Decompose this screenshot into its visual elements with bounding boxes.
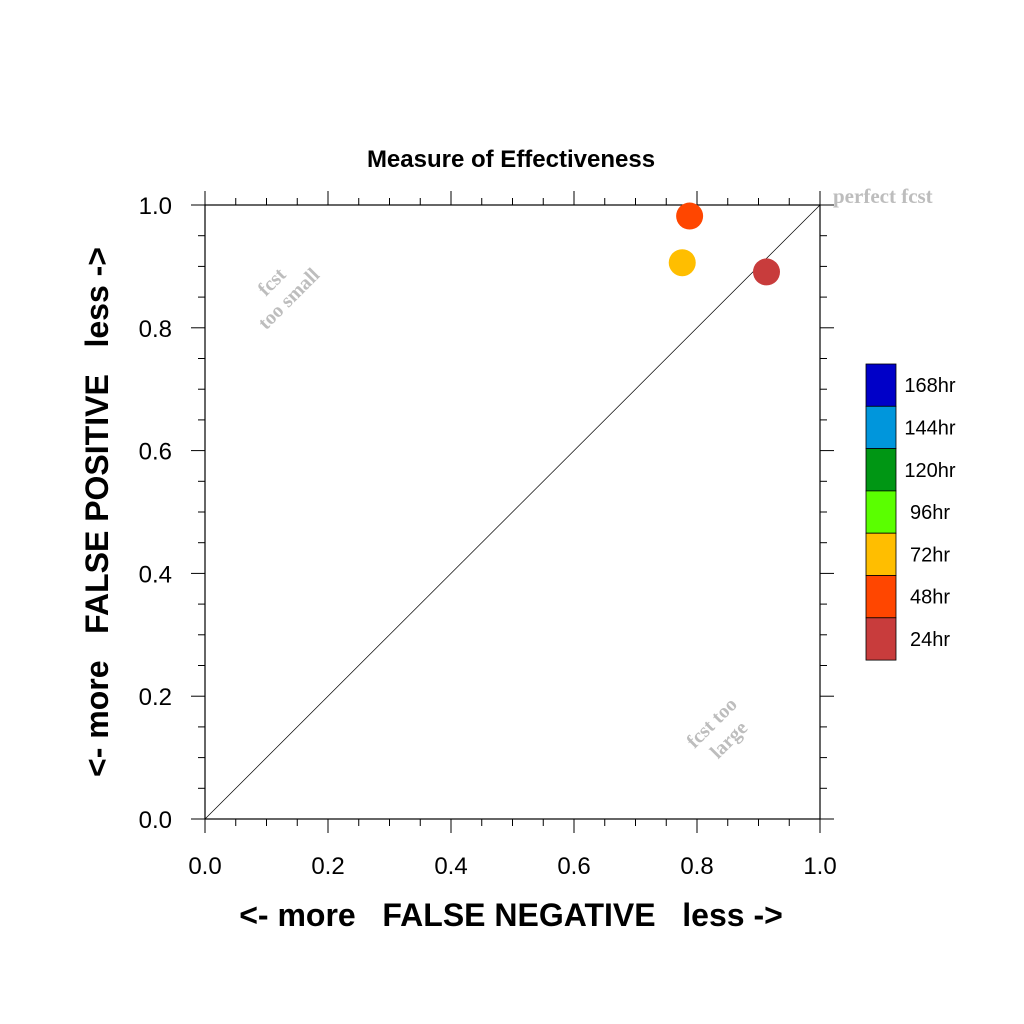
y-tick-label: 0.6 [139, 439, 172, 466]
legend-swatch-144hr [865, 405, 897, 449]
x-tick-label: 0.0 [188, 853, 221, 880]
legend-label-48hr: 48hr [910, 587, 950, 609]
legend-label-144hr: 144hr [904, 417, 955, 439]
x-tick-labels: 0.0 0.2 0.4 0.6 0.8 1.0 [188, 853, 836, 880]
annotation-perfect-fcst: perfect fcst [833, 184, 933, 208]
y-tick-labels: 0.0 0.2 0.4 0.6 0.8 1.0 [139, 193, 172, 834]
x-tick-label: 0.8 [680, 853, 713, 880]
legend: 168hr 144hr 120hr 96hr 72hr 48hr 24hr [865, 363, 956, 661]
data-points [668, 202, 780, 286]
legend-swatch-96hr [865, 490, 897, 534]
y-axis-label: <- more FALSE POSITIVE less -> [79, 247, 115, 777]
legend-label-120hr: 120hr [904, 460, 955, 482]
legend-swatch-48hr [865, 575, 897, 619]
reference-diagonal-line [204, 204, 821, 820]
data-point-72hr [668, 249, 696, 277]
annotation-too-large: fcst too large [683, 694, 753, 764]
x-axis-label: <- more FALSE NEGATIVE less -> [239, 897, 783, 933]
y-tick-label: 0.4 [139, 561, 172, 588]
legend-swatch-24hr [865, 617, 897, 661]
annotation-too-small: fcst too small [254, 263, 325, 334]
y-tick-label: 0.8 [139, 316, 172, 343]
legend-label-24hr: 24hr [910, 629, 950, 651]
legend-label-168hr: 168hr [904, 375, 955, 397]
legend-swatch-168hr [865, 363, 897, 407]
legend-swatch-120hr [865, 448, 897, 492]
axis-ticks [191, 191, 834, 833]
x-tick-label: 1.0 [803, 853, 836, 880]
x-tick-label: 0.2 [311, 853, 344, 880]
data-point-24hr [752, 258, 780, 286]
x-tick-label: 0.6 [557, 853, 590, 880]
chart-title: Measure of Effectiveness [367, 146, 655, 173]
legend-label-96hr: 96hr [910, 502, 950, 524]
y-tick-label: 0.0 [139, 807, 172, 834]
legend-label-72hr: 72hr [910, 544, 950, 566]
y-tick-label: 0.2 [139, 684, 172, 711]
data-point-48hr [676, 202, 704, 230]
x-tick-label: 0.4 [434, 853, 467, 880]
legend-swatch-72hr [865, 532, 897, 576]
y-tick-label: 1.0 [139, 193, 172, 220]
